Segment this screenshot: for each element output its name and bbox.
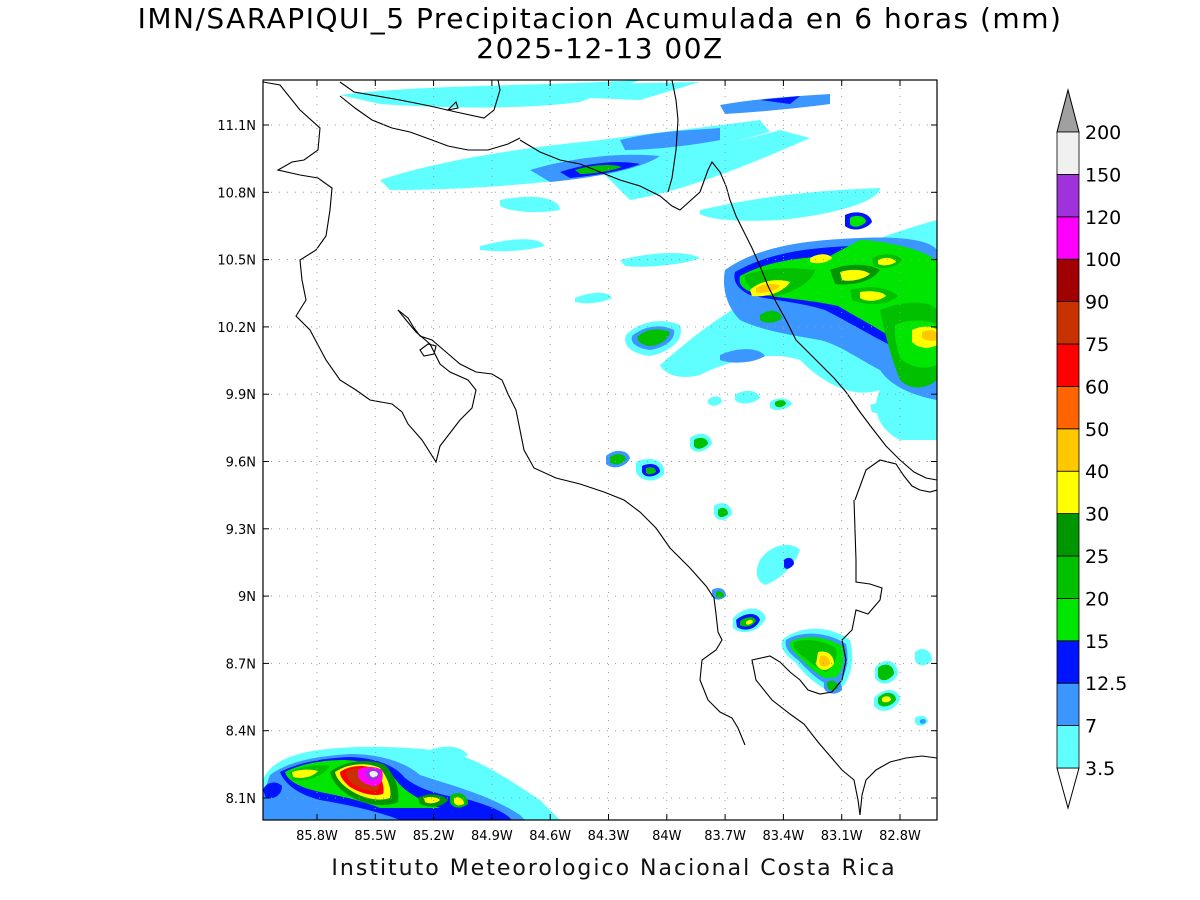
precip-cells-southeast (781, 628, 932, 726)
lake-nicaragua-shore (339, 80, 501, 119)
border-nic-cr (519, 139, 727, 211)
colorbar-label: 75 (1085, 334, 1109, 356)
coastline-north (339, 95, 521, 151)
nicaragua-west-coast (263, 81, 477, 464)
colorbar-swatch (1056, 598, 1080, 642)
colorbar-label: 40 (1085, 461, 1109, 483)
lon-tick-label: 84.9W (471, 829, 513, 844)
colorbar-label: 150 (1085, 164, 1121, 186)
lat-tick-label: 10.5N (217, 254, 256, 269)
colorbar-label: 12.5 (1085, 673, 1127, 695)
colorbar-swatch (1056, 131, 1080, 175)
colorbar-label: 100 (1085, 249, 1121, 271)
lon-tick-label: 85.2W (413, 829, 455, 844)
precipitation-field (263, 80, 937, 820)
lon-tick-label: 83.1W (821, 829, 863, 844)
lat-tick-label: 10.2N (217, 321, 256, 336)
colorbar-label: 25 (1085, 546, 1109, 568)
colorbar-swatch (1056, 216, 1080, 260)
burica-peninsula (859, 755, 937, 816)
colorbar-label: 120 (1085, 207, 1121, 229)
colorbar-label: 7 (1085, 716, 1097, 738)
lon-tick-label: 84.6W (529, 829, 571, 844)
graticule (263, 80, 937, 820)
lon-tick-label: 82.8W (879, 829, 921, 844)
colorbar-swatch (1056, 682, 1080, 727)
precip-cluster-caribbean (660, 212, 937, 440)
border-river-north (667, 80, 679, 193)
latitude-axis: 11.1N 10.8N 10.5N 10.2N 9.9N 9.6N 9.3N 9N 8.7N 8.… (217, 119, 256, 807)
colorbar-label: 50 (1085, 419, 1109, 441)
colorbar-swatch (1056, 173, 1080, 218)
lon-tick-label: 83.7W (704, 829, 746, 844)
colorbar-swatch (1056, 725, 1080, 769)
precip-cells-central (606, 321, 800, 633)
lon-tick-label: 84.3W (588, 829, 630, 844)
nicoya-peninsula (397, 309, 746, 746)
map-title: IMN/SARAPIQUI_5 Precipitacion Acumulada … (137, 2, 1063, 35)
precip-band-north (340, 80, 880, 304)
border-cr-panama (854, 459, 937, 501)
caribbean-coast (725, 185, 937, 481)
lat-tick-label: 8.7N (226, 657, 256, 672)
colorbar-label: 200 (1085, 122, 1121, 144)
precip-cell-southwest (263, 746, 560, 820)
lon-tick-label: 85.8W (296, 829, 338, 844)
panama-coast-west (751, 499, 883, 816)
axis-ticks (263, 80, 937, 820)
longitude-axis: 85.8W 85.5W 85.2W 84.9W 84.6W 84.3W 84W 83.7W 83… (296, 829, 921, 844)
colorbar-swatch (1056, 258, 1080, 303)
lon-tick-label: 85.5W (354, 829, 396, 844)
colorbar-label: 30 (1085, 504, 1109, 526)
map-subtitle-date: 2025-12-13 00Z (476, 32, 724, 65)
lat-tick-label: 9N (238, 590, 256, 605)
plot-frame (262, 79, 938, 821)
lat-tick-label: 9.6N (226, 456, 256, 471)
colorbar-arrow-bottom (1056, 767, 1080, 810)
coastlines-borders (263, 80, 937, 816)
colorbar-label: 20 (1085, 588, 1109, 610)
colorbar-label: 15 (1085, 631, 1109, 653)
colorbar-label: 90 (1085, 292, 1109, 314)
colorbar-swatch (1056, 343, 1080, 387)
colorbar-arrow-top (1056, 88, 1080, 133)
colorbar-swatch (1056, 385, 1080, 430)
lat-tick-label: 11.1N (217, 119, 256, 134)
colorbar-swatch (1056, 470, 1080, 515)
lat-tick-label: 8.1N (226, 792, 256, 807)
lake-nicoya-islet (419, 343, 437, 357)
lat-tick-label: 9.9N (226, 388, 256, 403)
colorbar-label: 60 (1085, 376, 1109, 398)
colorbar-swatch (1056, 513, 1080, 557)
lat-tick-label: 9.3N (226, 523, 256, 538)
lon-tick-label: 83.4W (762, 829, 804, 844)
lon-tick-label: 84W (652, 829, 682, 844)
lat-tick-label: 8.4N (226, 725, 256, 740)
lat-tick-label: 10.8N (217, 186, 256, 201)
colorbar-swatch (1056, 428, 1080, 472)
colorbar-swatch (1056, 555, 1080, 599)
colorbar-swatch (1056, 301, 1080, 345)
lake-nicaragua-inlet (446, 100, 459, 111)
colorbar-label: 3.5 (1085, 758, 1115, 780)
colorbar-swatch (1056, 640, 1080, 684)
credit-text: Instituto Meteorologico Nacional Costa R… (331, 856, 897, 881)
colorbar-legend: 3.5 7 12.5 15 20 25 30 40 50 60 75 90 100 120 150 200 (1056, 88, 1127, 810)
